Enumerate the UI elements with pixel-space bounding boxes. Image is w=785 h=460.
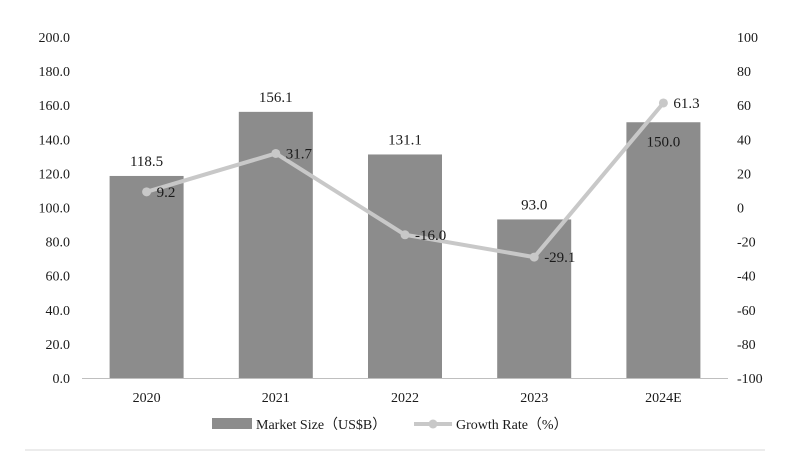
- bar-labels: 118.5 156.1 131.1 93.0 150.0: [130, 90, 680, 214]
- line-data-label: 61.3: [673, 96, 699, 112]
- left-axis-tick-label: 80.0: [46, 236, 71, 251]
- right-axis-tick-label: 20: [737, 167, 751, 182]
- right-axis-tick-label: -100: [737, 372, 763, 387]
- left-axis-tick-label: 20.0: [46, 338, 71, 353]
- x-axis: 2020 2021 2022 2023 2024E: [133, 391, 682, 406]
- left-axis-tick-label: 180.0: [39, 65, 71, 80]
- left-axis-tick-label: 60.0: [46, 270, 71, 285]
- x-axis-tick-label: 2021: [262, 391, 290, 406]
- right-axis-tick-label: 60: [737, 99, 751, 114]
- legend-label-growth-rate: Growth Rate（%）: [456, 417, 568, 433]
- line-point: [400, 230, 410, 240]
- legend-label-market-size: Market Size（US$B）: [256, 417, 386, 433]
- left-axis-tick-label: 120.0: [39, 167, 71, 182]
- legend: Market Size（US$B） Growth Rate（%）: [212, 417, 568, 433]
- right-axis-tick-label: -20: [737, 236, 756, 251]
- x-axis-tick-label: 2023: [520, 391, 548, 406]
- line-point: [529, 252, 539, 262]
- line-point: [271, 148, 281, 158]
- bar-data-label: 156.1: [259, 90, 293, 106]
- line-point: [142, 187, 152, 197]
- bar: [626, 122, 701, 378]
- bar-data-label: 150.0: [647, 134, 681, 150]
- bar-series: [109, 111, 701, 379]
- bar-data-label: 118.5: [130, 154, 163, 170]
- bar: [109, 175, 184, 378]
- bar: [368, 154, 442, 378]
- line-data-label: 9.2: [157, 185, 176, 201]
- left-axis-tick-label: 160.0: [39, 99, 71, 114]
- bar-data-label: 93.0: [521, 197, 547, 213]
- right-axis: -100 -80 -60 -40 -20 0 20 40 60 80 100: [737, 31, 763, 387]
- right-axis-tick-label: -80: [737, 338, 756, 353]
- line-data-label: 31.7: [286, 146, 313, 162]
- right-axis-tick-label: 0: [737, 202, 744, 217]
- left-axis-tick-label: 0.0: [53, 372, 71, 387]
- bar: [497, 219, 572, 378]
- line-data-label: -16.0: [415, 228, 446, 244]
- left-axis-tick-label: 100.0: [39, 202, 71, 217]
- right-axis-tick-label: 100: [737, 31, 758, 46]
- x-axis-tick-label: 2024E: [645, 391, 682, 406]
- left-axis-tick-label: 40.0: [46, 304, 71, 319]
- legend-swatch-market-size: [212, 418, 252, 429]
- line-data-label: -29.1: [544, 250, 575, 266]
- line-labels: 9.2 31.7 -16.0 -29.1 61.3: [157, 96, 700, 266]
- bar-data-label: 131.1: [388, 132, 422, 148]
- right-axis-tick-label: 80: [737, 65, 751, 80]
- right-axis-tick-label: -60: [737, 304, 756, 319]
- right-axis-tick-label: -40: [737, 270, 756, 285]
- line-point: [658, 98, 668, 108]
- line-series: [142, 98, 668, 262]
- left-axis: 0.0 20.0 40.0 60.0 80.0 100.0 120.0 140.0 160.0 1…: [39, 31, 71, 387]
- right-axis-tick-label: 40: [737, 133, 751, 148]
- left-axis-tick-label: 200.0: [39, 31, 71, 46]
- x-axis-tick-label: 2020: [133, 391, 161, 406]
- left-axis-tick-label: 140.0: [39, 133, 71, 148]
- legend-marker-growth-rate: [428, 419, 438, 429]
- x-axis-tick-label: 2022: [391, 391, 419, 406]
